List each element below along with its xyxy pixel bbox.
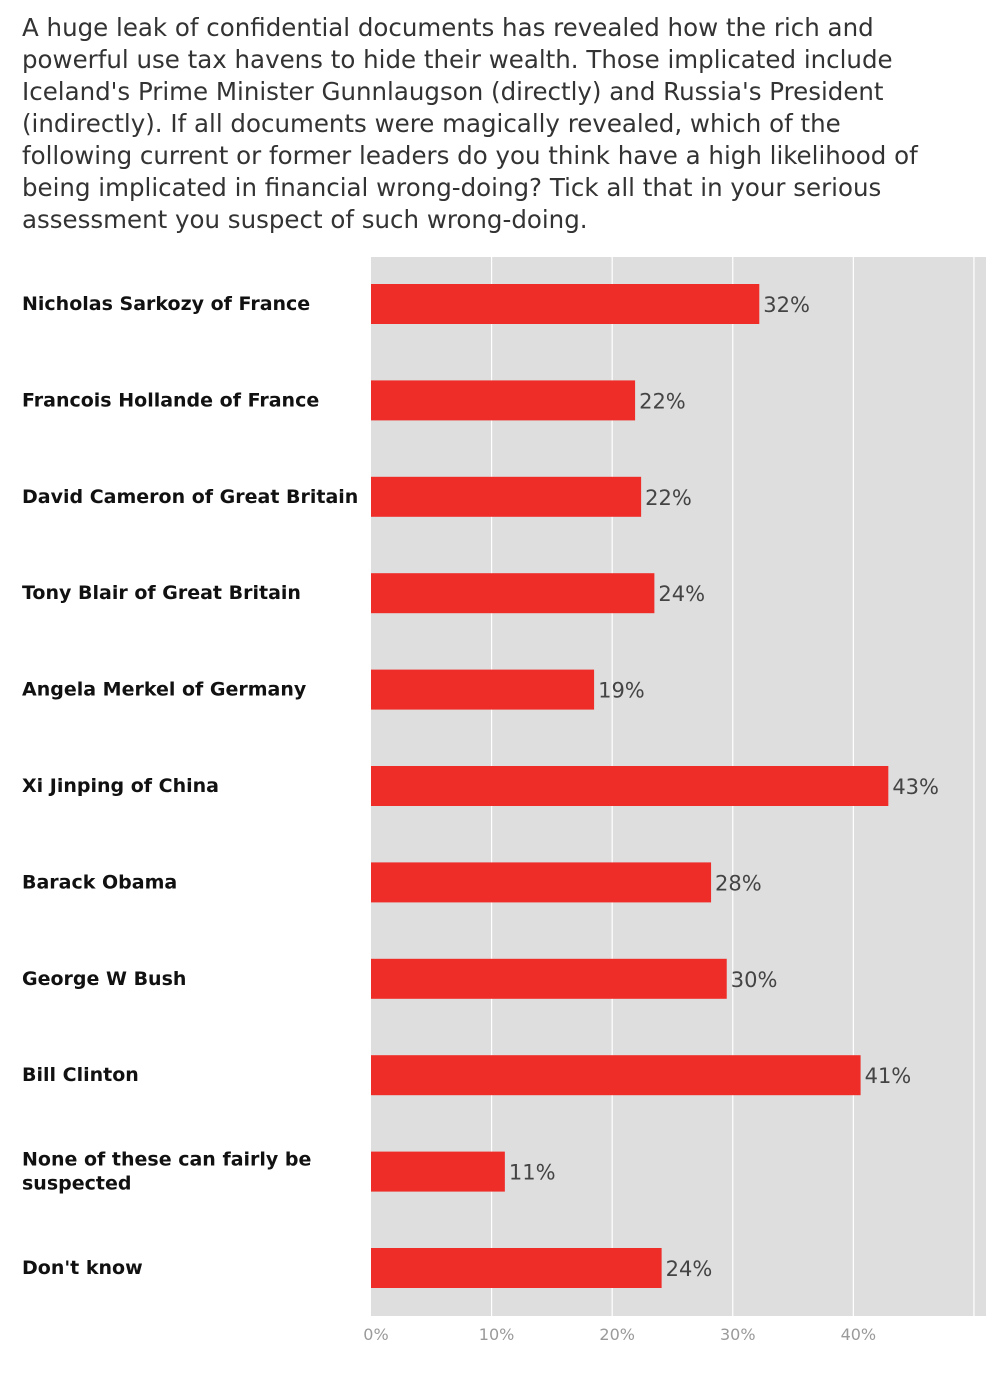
category-labels: Nicholas Sarkozy of France Francois Holla…: [22, 293, 358, 1279]
category-label: Nicholas Sarkozy of France: [22, 293, 310, 315]
x-tick-label: 40%: [841, 1325, 877, 1344]
value-label: 24%: [666, 1257, 713, 1281]
category-label: Tony Blair of Great Britain: [22, 582, 301, 604]
bar: [371, 380, 636, 421]
category-label: Angela Merkel of Germany: [22, 679, 307, 701]
x-tick-label: 0%: [363, 1325, 388, 1344]
bar: [371, 1055, 861, 1096]
bar: [371, 766, 889, 806]
bars: [371, 284, 889, 1288]
value-labels: 32% 22% 22% 24% 19% 43% 28% 30% 41% 11% 24%: [509, 293, 939, 1281]
value-label: 28%: [715, 871, 762, 895]
x-tick-label: 10%: [479, 1325, 515, 1344]
category-label: Barack Obama: [22, 871, 177, 893]
category-label: None of these can fairly be suspected: [22, 1149, 311, 1195]
bar: [371, 284, 760, 324]
bar: [371, 1151, 505, 1192]
category-label: George W Bush: [22, 968, 186, 990]
bar: [371, 862, 712, 903]
value-label: 30%: [731, 968, 778, 992]
value-label: 32%: [763, 293, 810, 317]
value-label: 22%: [639, 389, 686, 413]
bar: [371, 669, 595, 710]
value-label: 11%: [509, 1161, 556, 1185]
category-label: Francois Hollande of France: [22, 389, 319, 411]
bar: [371, 476, 642, 517]
value-label: 24%: [658, 582, 705, 606]
x-axis-ticks: 0% 10% 20% 30% 40%: [363, 1325, 876, 1344]
category-label: David Cameron of Great Britain: [22, 486, 358, 508]
bar: [371, 1248, 662, 1288]
value-label: 19%: [598, 679, 645, 703]
bar: [371, 958, 727, 999]
category-label: Don't know: [22, 1257, 143, 1279]
category-label: Xi Jinping of China: [22, 775, 219, 797]
value-label: 41%: [865, 1064, 912, 1088]
x-tick-label: 20%: [599, 1325, 635, 1344]
value-label: 43%: [892, 775, 939, 799]
x-tick-label: 30%: [720, 1325, 756, 1344]
value-label: 22%: [645, 486, 692, 510]
bar: [371, 573, 655, 614]
chart-title: A huge leak of confidential documents ha…: [22, 13, 918, 234]
category-label: Bill Clinton: [22, 1064, 139, 1086]
